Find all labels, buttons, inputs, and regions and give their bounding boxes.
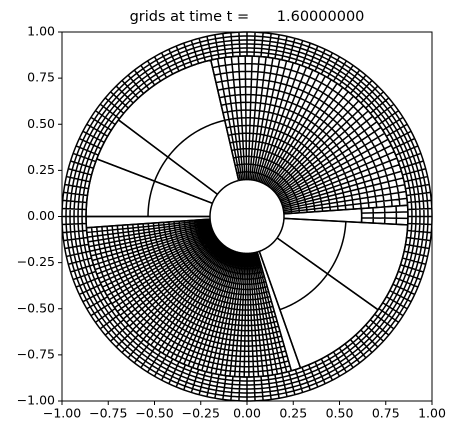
x-tick-label: −0.50 bbox=[135, 406, 173, 421]
chart-title: grids at time t = 1.60000000 bbox=[130, 9, 365, 25]
y-tick-label: 0.75 bbox=[27, 70, 55, 85]
x-tick-label: −0.25 bbox=[182, 406, 220, 421]
mesh-patch bbox=[85, 218, 293, 378]
x-tick-label: 1.00 bbox=[418, 406, 446, 421]
y-tick-label: 0.00 bbox=[27, 208, 55, 223]
y-tick-label: −0.75 bbox=[17, 346, 55, 361]
x-tick-label: 0.50 bbox=[326, 406, 354, 421]
x-tick-label: −0.75 bbox=[89, 406, 127, 421]
x-tick-label: 0.00 bbox=[233, 406, 261, 421]
y-tick-label: 1.00 bbox=[27, 24, 55, 39]
mesh-patch bbox=[61, 31, 433, 402]
x-tick-label: 0.75 bbox=[372, 406, 400, 421]
y-tick-label: −0.50 bbox=[17, 300, 55, 315]
y-tick-label: 0.25 bbox=[27, 162, 55, 177]
x-tick-label: −1.00 bbox=[43, 406, 81, 421]
mesh-patch bbox=[210, 55, 409, 215]
y-tick-label: 0.50 bbox=[27, 116, 55, 131]
y-tick-label: −1.00 bbox=[17, 393, 55, 408]
x-tick-label: 0.25 bbox=[279, 406, 307, 421]
y-tick-label: −0.25 bbox=[17, 254, 55, 269]
